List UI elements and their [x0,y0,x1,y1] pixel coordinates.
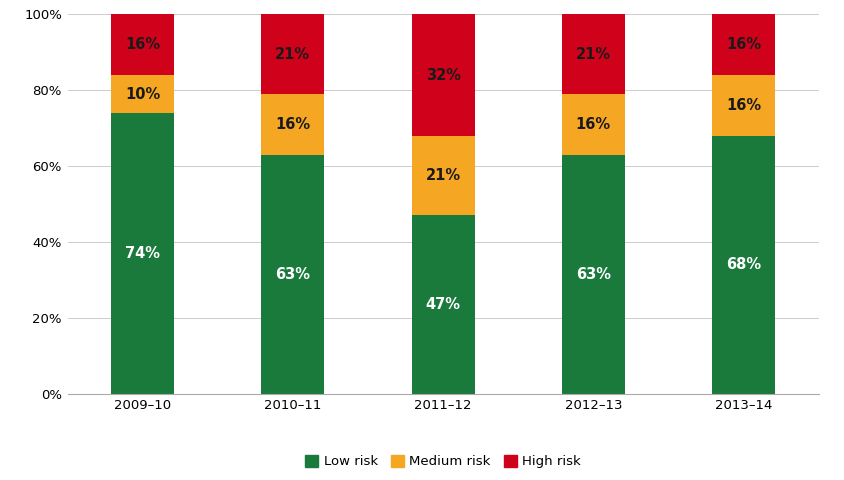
Text: 32%: 32% [425,68,461,83]
Bar [262,155,324,394]
Text: 21%: 21% [576,47,611,62]
Text: 16%: 16% [275,117,311,132]
Bar [412,14,474,136]
Bar [111,113,174,394]
Bar [412,136,474,216]
Text: 10%: 10% [125,86,160,102]
Text: 16%: 16% [726,98,761,113]
Legend: Low risk, Medium risk, High risk: Low risk, Medium risk, High risk [300,449,587,473]
Text: 16%: 16% [576,117,611,132]
Text: 16%: 16% [726,37,761,52]
Text: 63%: 63% [576,267,611,282]
Text: 63%: 63% [275,267,311,282]
Bar [262,14,324,94]
Bar [111,14,174,75]
Bar [562,14,625,94]
Text: 16%: 16% [125,37,160,52]
Bar [262,94,324,155]
Text: 21%: 21% [425,168,461,183]
Bar [412,216,474,394]
Bar [712,75,775,136]
Text: 47%: 47% [425,297,461,312]
Bar [562,94,625,155]
Text: 74%: 74% [125,246,160,261]
Text: 68%: 68% [726,257,761,272]
Bar [712,14,775,75]
Text: 21%: 21% [275,47,311,62]
Bar [712,136,775,394]
Bar [111,75,174,113]
Bar [562,155,625,394]
